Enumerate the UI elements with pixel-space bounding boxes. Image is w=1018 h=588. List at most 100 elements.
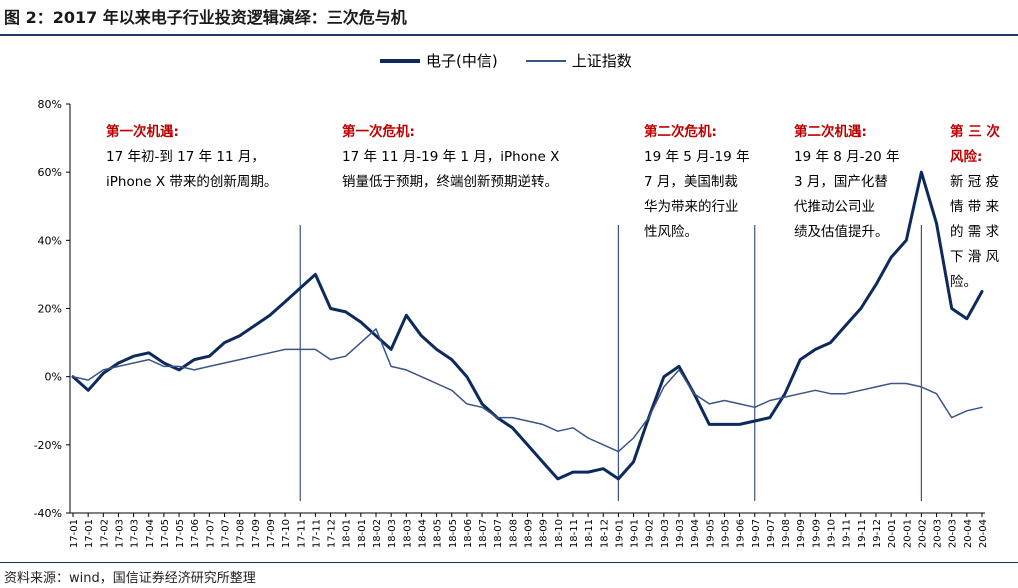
annotation-line: 17 年初-到 17 年 11 月， (106, 149, 265, 165)
legend-item-electronics: 电子(中信) (380, 50, 498, 71)
x-tick-label: 19-05 (720, 519, 731, 548)
x-tick-label: 18-01 (357, 519, 368, 548)
annotation-line: 性风险。 (644, 224, 698, 240)
x-tick-label: 17-11 (296, 519, 307, 548)
annotation-line: 7 月，美国制裁 (644, 174, 738, 190)
x-tick-label: 17-09 (266, 519, 277, 548)
annotation-line: 险。 (950, 274, 977, 290)
annotation-first-opportunity: 第一次机遇: 17 年初-到 17 年 11 月， iPhone X 带来的创新… (106, 120, 277, 195)
x-tick-label: 18-07 (478, 519, 489, 548)
x-tick-label: 18-09 (524, 519, 535, 548)
x-tick-label: 19-12 (872, 519, 883, 548)
x-tick-label: 18-11 (584, 519, 595, 548)
x-tick-label: 18-08 (508, 519, 519, 548)
annotation-line: 19 年 5 月-19 年 (644, 149, 750, 165)
x-tick-label: 18-03 (387, 519, 398, 548)
annotation-third-risk-head: 第 三 次 (950, 124, 1000, 140)
footer-divider (0, 562, 1018, 563)
x-tick-label: 19-09 (811, 519, 822, 548)
legend-label-electronics: 电子(中信) (426, 52, 498, 70)
x-tick-label: 19-11 (857, 519, 868, 548)
x-tick-label: 19-01 (614, 519, 625, 548)
annotation-first-crisis-head: 第一次危机: (342, 124, 415, 140)
x-tick-label: 18-03 (402, 519, 413, 548)
annotation-second-opportunity-head: 第二次机遇: (794, 124, 867, 140)
x-tick-label: 18-01 (342, 519, 353, 548)
x-tick-label: 20-04 (963, 519, 974, 548)
figure-title: 图 2：2017 年以来电子行业投资逻辑演绎：三次危与机 (4, 8, 407, 27)
x-tick-label: 17-06 (190, 519, 201, 548)
legend-swatch-electronics (380, 58, 420, 63)
y-tick-label: 40% (38, 234, 62, 247)
annotation-line: 代推动公司业 (794, 199, 875, 215)
x-tick-label: 19-07 (766, 519, 777, 548)
annotation-first-opportunity-head: 第一次机遇: (106, 124, 179, 140)
annotation-line: 19 年 8 月-20 年 (794, 149, 900, 165)
series-line-shanghai-index (72, 328, 983, 453)
x-tick-label: 19-10 (827, 519, 838, 548)
legend-swatch-shanghai-index (525, 59, 566, 62)
annotation-line: 新 冠 疫 (950, 174, 1000, 190)
x-tick-label: 18-05 (448, 519, 459, 548)
x-tick-label: 18-09 (539, 519, 550, 548)
x-tick-label: 17-09 (251, 519, 262, 548)
x-tick-label: 18-12 (599, 519, 610, 548)
annotation-first-crisis: 第一次危机: 17 年 11 月-19 年 1 月，iPhone X 销量低于预… (342, 120, 559, 195)
x-tick-label: 17-08 (236, 519, 247, 548)
x-tick-label: 17-05 (175, 519, 186, 548)
annotation-line: iPhone X 带来的创新周期。 (106, 174, 278, 190)
line-chart: -40% -20% 0% 20% 40% 60% 80% 17-01 17-01 17-02 17-… (34, 98, 989, 548)
y-tick-label: 0% (45, 371, 62, 384)
y-tick-label: -20% (34, 439, 62, 452)
x-tick-label: 19-11 (842, 519, 853, 548)
x-tick-label: 20-03 (933, 519, 944, 548)
x-tick-label: 17-02 (99, 519, 110, 548)
x-tick-label: 19-08 (781, 519, 792, 548)
x-tick-label: 18-05 (433, 519, 444, 548)
y-tick-label: -40% (34, 507, 62, 520)
x-tick-label: 20-01 (902, 519, 913, 548)
x-tick-label: 20-02 (917, 519, 928, 548)
legend-label-shanghai-index: 上证指数 (571, 52, 632, 70)
x-tick-label: 17-07 (205, 519, 216, 548)
annotation-line: 17 年 11 月-19 年 1 月，iPhone X (342, 149, 560, 165)
x-tick-label: 20-01 (887, 519, 898, 548)
x-tick-label: 19-09 (796, 519, 807, 548)
x-tick-label: 18-02 (372, 519, 383, 548)
annotation-line: 3 月，国产化替 (794, 174, 888, 190)
x-tick-label: 18-10 (554, 519, 565, 548)
x-tick-label: 19-02 (645, 519, 656, 548)
annotation-second-crisis-head: 第二次危机: (644, 124, 717, 140)
x-tick-label: 17-03 (130, 519, 141, 548)
x-tick-label: 19-04 (690, 519, 701, 548)
annotation-line: 情 带 来 (950, 199, 1000, 215)
x-tick-label: 17-03 (114, 519, 125, 548)
annotation-line: 绩及估值提升。 (794, 224, 889, 240)
source-note: 资料来源：wind，国信证券经济研究所整理 (4, 571, 256, 586)
annotation-line: 销量低于预期，终端创新预期逆转。 (342, 174, 558, 190)
x-tick-label: 17-01 (69, 519, 80, 548)
x-tick-label: 20-03 (948, 519, 959, 548)
y-tick-label: 20% (38, 303, 62, 316)
y-tick-label: 80% (38, 98, 62, 111)
annotation-line: 的 需 求 (950, 224, 1000, 240)
x-tick-label: 18-07 (493, 519, 504, 548)
x-tick-label: 18-11 (569, 519, 580, 548)
x-tick-label: 17-11 (311, 519, 322, 548)
series-line-electronics (71, 170, 984, 481)
annotation-line: 华为带来的行业 (644, 199, 739, 215)
annotation-second-opportunity: 第二次机遇: 19 年 8 月-20 年 3 月，国产化替 代推动公司业 绩及估… (794, 120, 899, 245)
x-tick-label: 19-06 (736, 519, 747, 548)
x-tick-label: 19-05 (705, 519, 716, 548)
title-divider (0, 34, 1018, 36)
x-tick-label: 18-06 (463, 519, 474, 548)
x-tick-label: 20-04 (978, 519, 989, 548)
x-tick-label: 19-01 (630, 519, 641, 548)
annotation-third-risk: 第 三 次 风险: 新 冠 疫 情 带 来 的 需 求 下 滑 风 险。 (950, 120, 1000, 295)
x-tick-label: 17-04 (145, 519, 156, 548)
annotation-line: 下 滑 风 (950, 249, 1000, 265)
annotation-second-crisis: 第二次危机: 19 年 5 月-19 年 7 月，美国制裁 华为带来的行业 性风… (644, 120, 749, 245)
x-tick-label: 19-03 (675, 519, 686, 548)
legend-item-shanghai-index: 上证指数 (525, 50, 632, 71)
x-tick-label: 18-04 (417, 519, 428, 548)
